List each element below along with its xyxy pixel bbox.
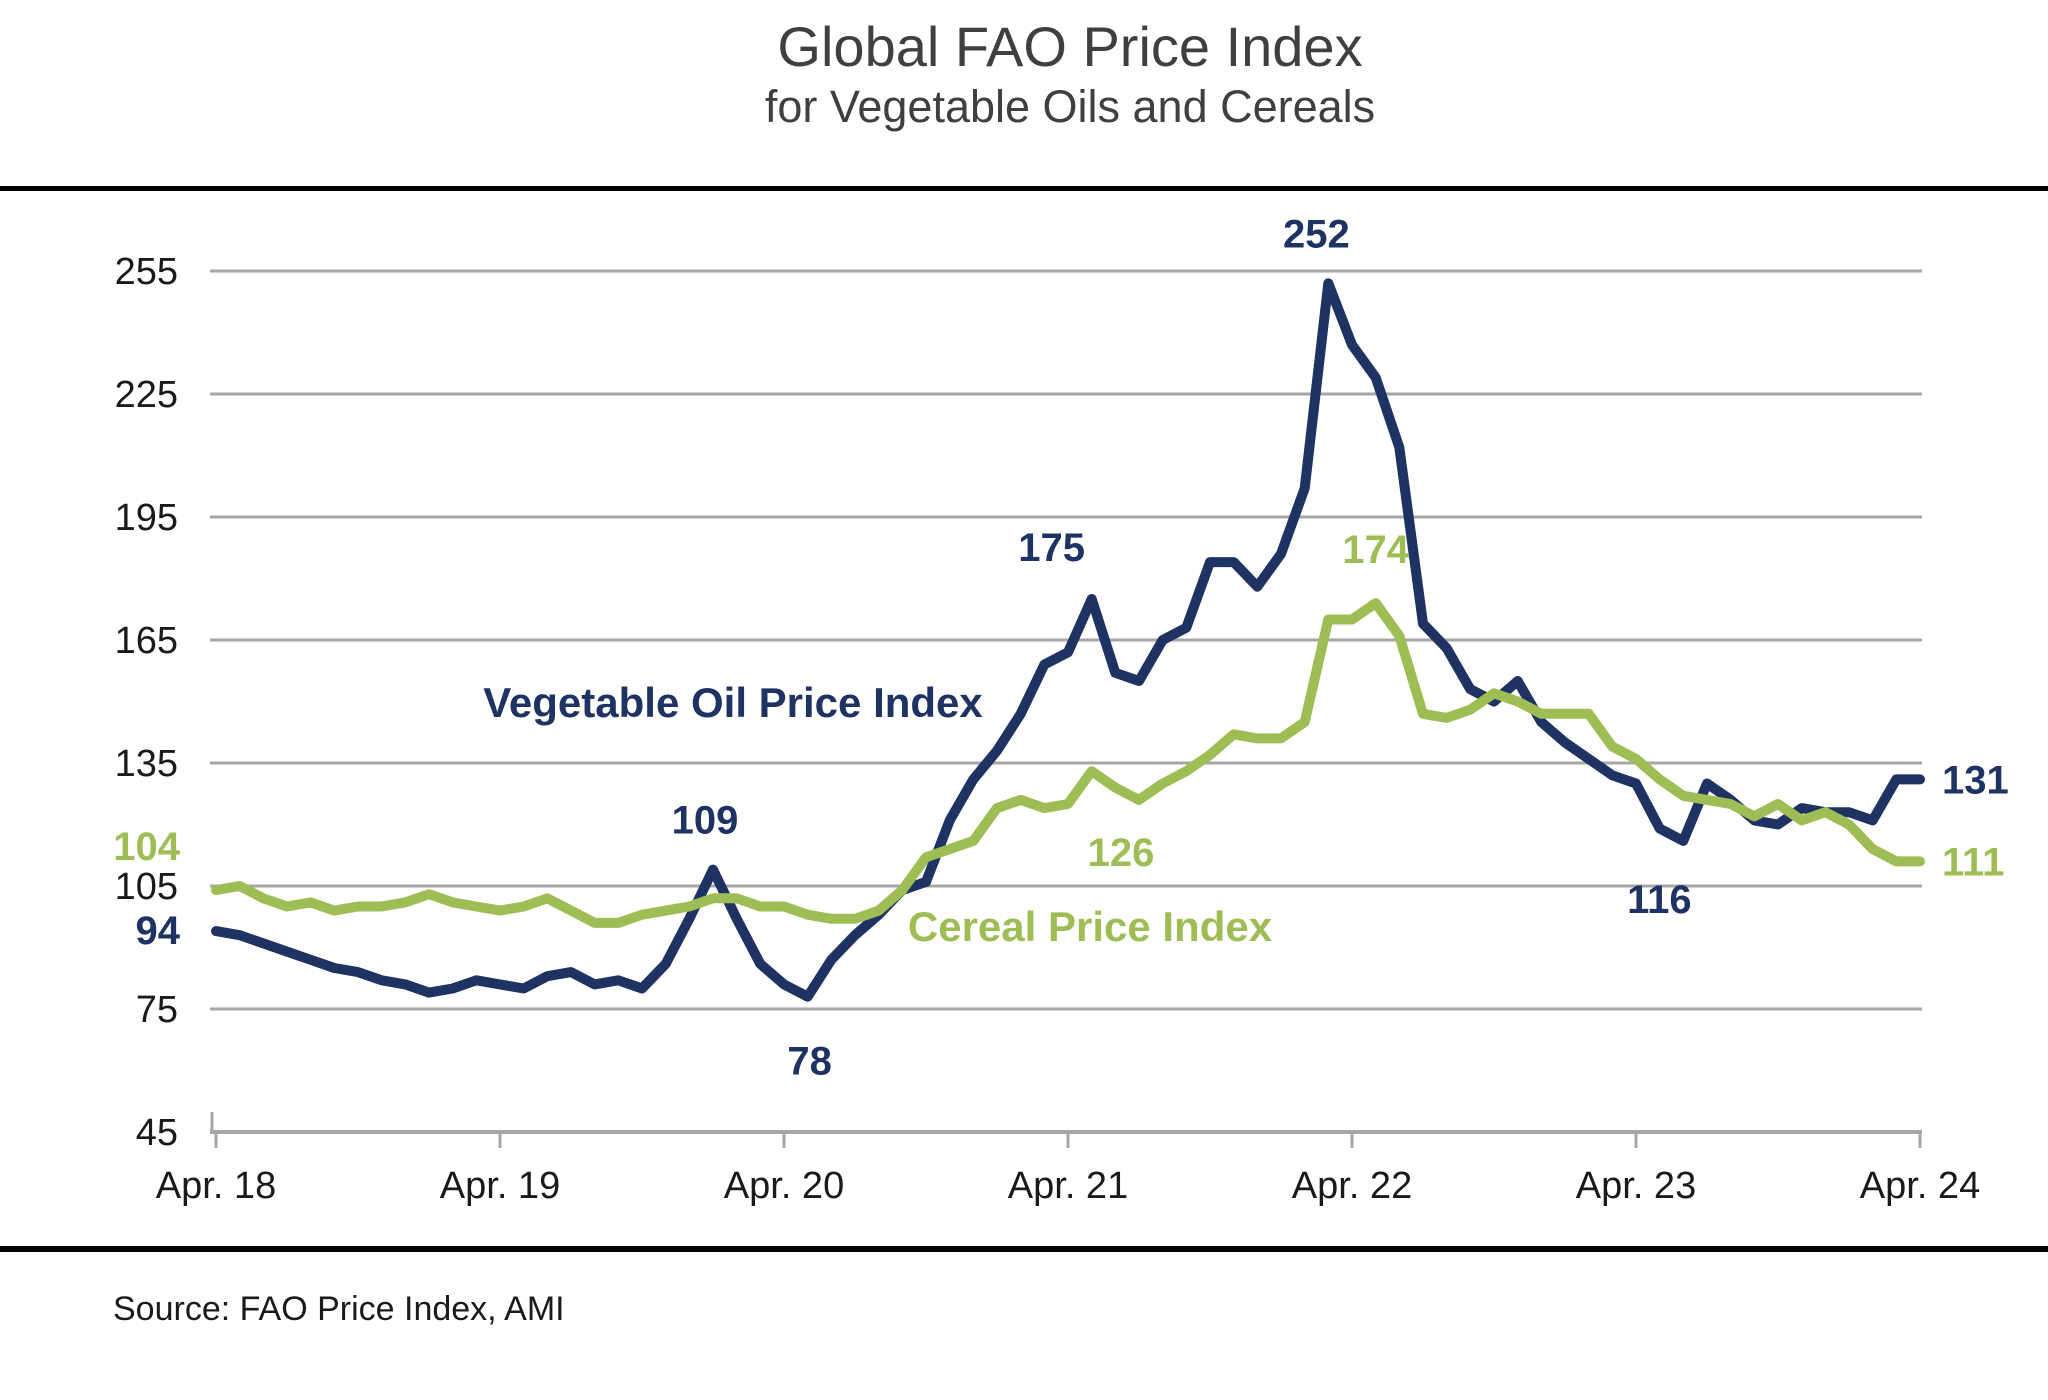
annotation-value-175: 175 [1018, 526, 1085, 570]
series-inline-label-vegetable-oil: Vegetable Oil Price Index [483, 679, 983, 726]
y-tick-label-165: 165 [115, 620, 178, 662]
annotation-value-94: 94 [136, 909, 181, 953]
x-tick-label-1: Apr. 19 [440, 1165, 560, 1207]
chart-header: Global FAO Price Index for Vegetable Oil… [92, 14, 2048, 134]
page-title: Global FAO Price Index [777, 15, 1363, 78]
x-tick-label-5: Apr. 23 [1576, 1165, 1696, 1207]
top-divider-rule [0, 186, 2048, 191]
y-tick-label-105: 105 [115, 866, 178, 908]
x-tick-label-0: Apr. 18 [156, 1165, 276, 1207]
x-tick-label-4: Apr. 22 [1292, 1165, 1412, 1207]
series-inline-label-cereal: Cereal Price Index [908, 903, 1273, 950]
series-line-cereal [211, 598, 1925, 928]
page-subtitle: for Vegetable Oils and Cereals [764, 81, 1376, 132]
y-tick-label-45: 45 [136, 1112, 178, 1154]
bottom-divider-rule [0, 1246, 2048, 1252]
annotation-value-109: 109 [672, 799, 739, 843]
annotation-value-131: 131 [1942, 758, 2009, 802]
x-tick-label-2: Apr. 20 [724, 1165, 844, 1207]
annotation-value-126: 126 [1088, 831, 1155, 875]
y-tick-label-255: 255 [115, 251, 178, 293]
source-attribution: Source: FAO Price Index, AMI [113, 1290, 565, 1328]
y-tick-label-195: 195 [115, 497, 178, 539]
y-tick-label-135: 135 [115, 743, 178, 785]
annotation-value-116: 116 [1627, 878, 1692, 922]
annotation-value-111: 111 [1942, 840, 2004, 884]
annotation-value-104: 104 [113, 825, 180, 869]
series-line-vegetable-oil [211, 278, 1925, 1002]
y-tick-label-75: 75 [136, 989, 178, 1031]
annotation-value-174: 174 [1342, 528, 1409, 572]
y-tick-label-225: 225 [115, 374, 178, 416]
annotation-value-78: 78 [787, 1040, 832, 1084]
annotation-value-252: 252 [1283, 212, 1350, 256]
x-tick-label-3: Apr. 21 [1008, 1165, 1128, 1207]
x-tick-label-6: Apr. 24 [1860, 1165, 1980, 1207]
